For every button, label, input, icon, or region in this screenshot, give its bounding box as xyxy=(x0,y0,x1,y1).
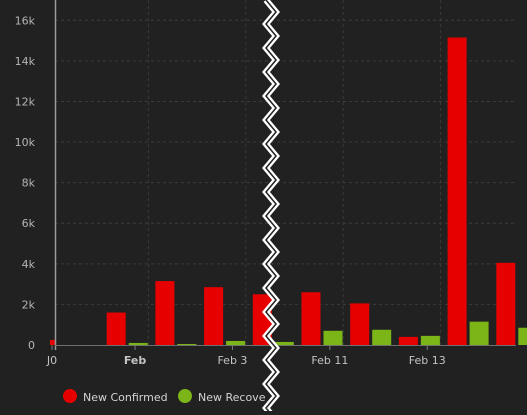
x-tick-label: Feb xyxy=(124,354,147,367)
y-tick-label: 10k xyxy=(15,136,36,149)
bar-marks xyxy=(50,37,527,345)
y-tick-label: 16k xyxy=(15,14,36,27)
bar-new-recovered xyxy=(128,342,148,345)
x-tick-label: Feb 3 xyxy=(217,354,247,367)
bar-new-recovered xyxy=(518,327,527,345)
axis-break-overlay xyxy=(262,0,280,415)
grid-lines xyxy=(55,0,516,345)
y-tick-label: 2k xyxy=(22,298,36,311)
bar-new-confirmed xyxy=(301,292,321,345)
bar-new-recovered xyxy=(469,321,489,345)
bar-new-confirmed xyxy=(106,312,126,345)
x-tick-label: Feb 11 xyxy=(311,354,348,367)
x-tick-label: J0 xyxy=(46,354,57,367)
legend[interactable]: New Confirmed New Recove xyxy=(63,0,280,415)
y-tick-label: 8k xyxy=(22,177,36,190)
bar-new-confirmed xyxy=(50,339,55,345)
axes: 0 2k 4k 6k 8k 10k 12k 14k 16k J0 Feb Feb 3 Feb 11 Feb… xyxy=(15,0,516,367)
y-tick-label: 12k xyxy=(15,95,36,108)
bar-new-confirmed xyxy=(447,37,467,345)
bar-new-recovered xyxy=(420,335,440,345)
y-tick-label: 4k xyxy=(22,258,36,271)
y-tick-label: 0 xyxy=(28,339,35,352)
bar-new-recovered xyxy=(226,340,246,345)
bar-new-confirmed xyxy=(204,287,224,345)
bar-new-confirmed xyxy=(496,262,516,345)
bar-new-confirmed xyxy=(155,281,175,345)
bar-new-confirmed xyxy=(398,336,418,345)
bar-new-recovered xyxy=(274,341,294,345)
bar-new-recovered xyxy=(372,329,392,345)
x-tick-label: Feb 13 xyxy=(409,354,446,367)
bar-new-recovered xyxy=(177,343,197,345)
axis-break-gap xyxy=(265,0,277,415)
legend-marker xyxy=(178,389,192,403)
y-tick-label: 14k xyxy=(15,55,36,68)
bar-new-recovered xyxy=(323,330,343,345)
legend-label: New Confirmed xyxy=(83,391,168,404)
legend-marker xyxy=(63,389,77,403)
legend-label: New Recove xyxy=(198,391,266,404)
y-tick-label: 6k xyxy=(22,217,36,230)
bar-new-confirmed xyxy=(350,303,370,345)
